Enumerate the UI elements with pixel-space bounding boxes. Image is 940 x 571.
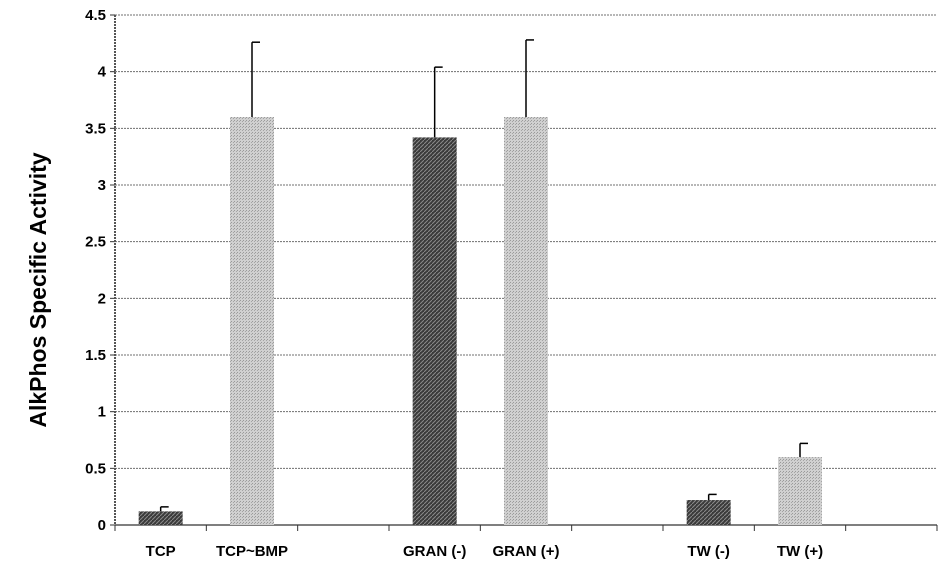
x-tick-label: GRAN (+) [492, 543, 559, 560]
bar-tw [686, 500, 731, 525]
y-axis-title: AlkPhos Specific Activity [25, 152, 51, 427]
x-tick-label: GRAN (-) [403, 543, 466, 560]
x-tick-label: TW (+) [777, 543, 823, 560]
x-tick-labels: TCP TCP~BMP GRAN (-) GRAN (+) TW (-) TW (+) [146, 543, 823, 560]
y-tick-label: 4 [98, 64, 107, 81]
y-tick-label: 3.5 [85, 120, 106, 137]
x-tick-label: TCP~BMP [216, 543, 288, 560]
x-tick-label: TW (-) [687, 543, 729, 560]
y-tick-label: 0.5 [85, 460, 106, 477]
y-tick-label: 0 [98, 517, 106, 534]
y-tick-label: 2 [98, 290, 106, 307]
y-tick-label: 1.5 [85, 347, 106, 364]
bar-gran [412, 137, 457, 525]
bar-tw [778, 457, 822, 525]
error-bars [159, 39, 808, 512]
x-tick-label: TCP [146, 543, 176, 560]
y-tick-label: 4.5 [85, 7, 106, 24]
bars [138, 117, 822, 525]
y-tick-labels: 0 0.5 1 1.5 2 2.5 3 3.5 4 4.5 [85, 7, 107, 534]
bar-gran [504, 117, 548, 525]
y-tick-label: 1 [98, 404, 106, 421]
bar-tcp [138, 511, 183, 525]
bar-tcp-bmp [230, 117, 274, 525]
y-tick-label: 2.5 [85, 234, 106, 251]
y-tick-label: 3 [98, 177, 106, 194]
